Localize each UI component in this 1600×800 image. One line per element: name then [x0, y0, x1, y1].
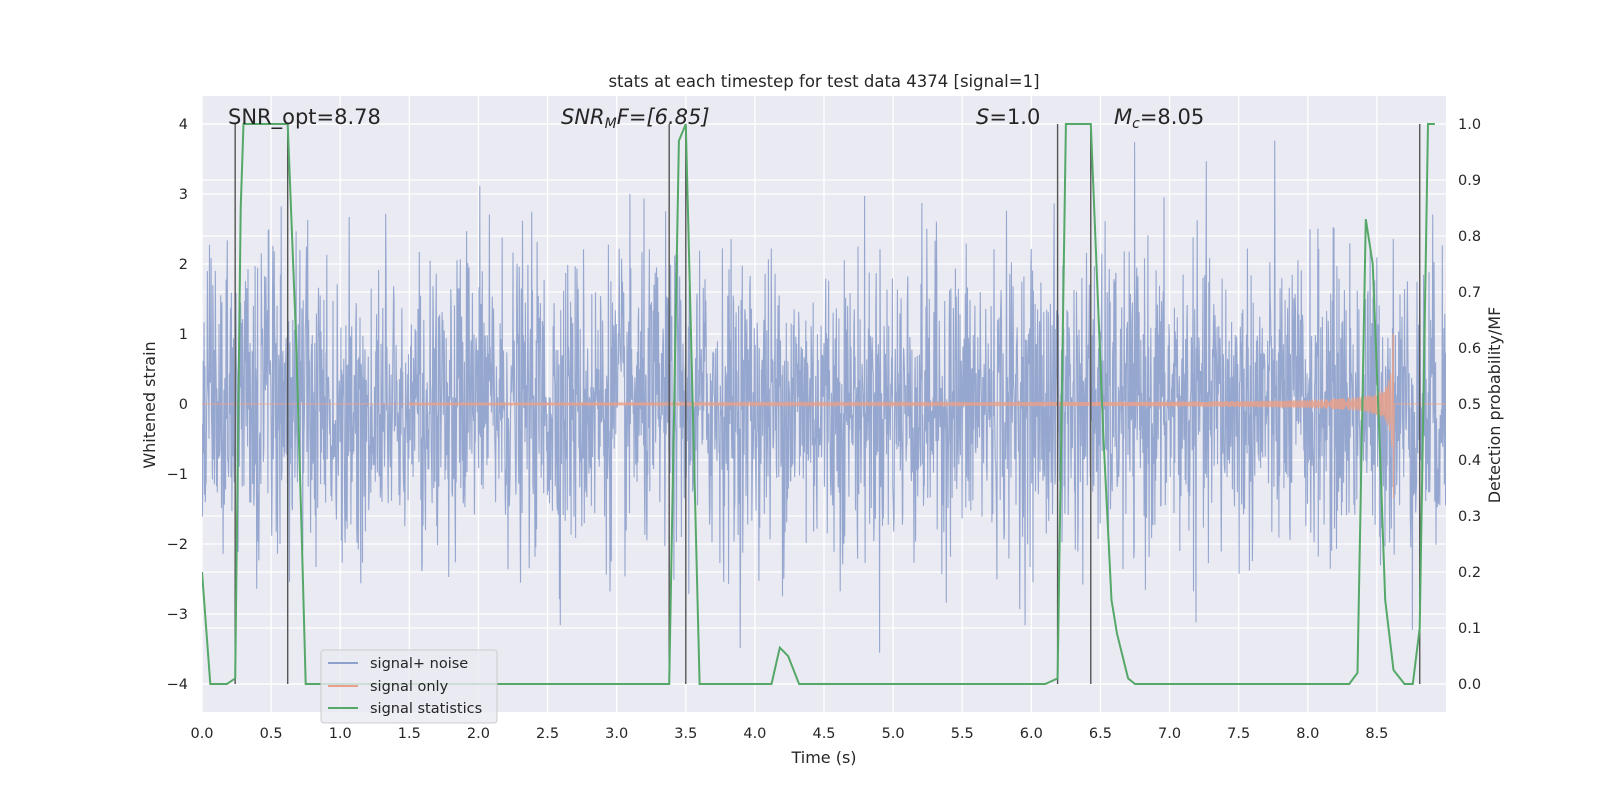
- y-right-tick-label-7: 0.3: [1458, 509, 1481, 525]
- legend-label-signal-statistics: signal statistics: [370, 701, 482, 717]
- y-left-tick-label-2: 2: [179, 257, 188, 273]
- y-left-axis-ticks: 4 3 2 1 0 −1 −2 −3 −4: [167, 117, 188, 693]
- legend-label-signal-only: signal only: [370, 679, 449, 695]
- annotation-snr-mf-base: SNR: [561, 105, 605, 129]
- x-tick-label-0: 0.0: [190, 726, 213, 742]
- x-tick-label-5: 2.5: [536, 726, 559, 742]
- x-tick-label-8: 4.0: [743, 726, 766, 742]
- y-left-tick-label-7: −3: [167, 607, 188, 623]
- y-right-tick-label-8: 0.2: [1458, 565, 1481, 581]
- annotation-s-var: S: [976, 105, 989, 129]
- x-tick-label-9: 4.5: [812, 726, 835, 742]
- annotation-s-rest: =1.0: [989, 105, 1040, 129]
- y-right-tick-label-3: 0.7: [1458, 285, 1481, 301]
- x-tick-label-17: 8.5: [1365, 726, 1388, 742]
- y-left-tick-label-8: −4: [167, 677, 188, 693]
- annotation-snr-mf-sub: M: [605, 116, 617, 132]
- x-tick-label-2: 1.0: [329, 726, 352, 742]
- legend-box: [320, 649, 498, 724]
- y-right-tick-label-10: 0.0: [1458, 677, 1481, 693]
- x-tick-label-12: 6.0: [1020, 726, 1043, 742]
- annotation-snr-mf-rest: F=[6.85]: [617, 105, 710, 129]
- y-left-tick-label-5: −1: [167, 467, 188, 483]
- vertical-lines: [234, 124, 1421, 684]
- chart-title: stats at each timestep for test data 437…: [608, 72, 1039, 91]
- x-tick-label-16: 8.0: [1296, 726, 1319, 742]
- legend-label-signal-noise: signal+ noise: [370, 656, 468, 672]
- annotation-mc-rest: =8.05: [1140, 105, 1204, 129]
- y-left-tick-label-3: 1: [179, 327, 188, 343]
- x-tick-label-7: 3.5: [674, 726, 697, 742]
- x-axis-label: Time (s): [790, 748, 856, 767]
- legend: signal+ noise signal only signal statist…: [320, 649, 498, 724]
- y-right-tick-label-6: 0.4: [1458, 453, 1481, 469]
- series-signal-noise: [202, 140, 1446, 653]
- x-tick-label-13: 6.5: [1089, 726, 1112, 742]
- x-tick-label-6: 3.0: [605, 726, 628, 742]
- y-right-tick-label-0: 1.0: [1458, 117, 1481, 133]
- x-tick-label-11: 5.5: [951, 726, 974, 742]
- series-signal-only: [202, 333, 1446, 499]
- x-tick-label-15: 7.5: [1227, 726, 1250, 742]
- y-right-tick-label-1: 0.9: [1458, 173, 1481, 189]
- annotation-mc-sub: c: [1132, 116, 1140, 132]
- x-tick-label-1: 0.5: [260, 726, 283, 742]
- y-left-axis-label: Whitened strain: [140, 341, 159, 468]
- y-right-tick-label-2: 0.8: [1458, 229, 1481, 245]
- x-tick-label-3: 1.5: [398, 726, 421, 742]
- x-tick-label-14: 7.0: [1158, 726, 1181, 742]
- signal-only-line: [202, 333, 1446, 499]
- annotation-mc-var: M: [1114, 105, 1132, 129]
- signal-noise-line: [202, 140, 1446, 653]
- x-tick-label-10: 5.0: [882, 726, 905, 742]
- annotation-mc: Mc=8.05: [1114, 105, 1204, 132]
- y-left-tick-label-4: 0: [179, 397, 188, 413]
- x-axis-ticks: 0.0 0.5 1.0 1.5 2.0 2.5 3.0 3.5 4.0 4.5 5.0 5.5 6.0 6…: [190, 726, 1388, 742]
- y-right-tick-label-4: 0.6: [1458, 341, 1481, 357]
- annotation-snr-opt: SNR_opt=8.78: [228, 105, 381, 130]
- y-right-tick-label-9: 0.1: [1458, 621, 1481, 637]
- y-left-tick-label-0: 4: [179, 117, 188, 133]
- annotation-s: S=1.0: [976, 105, 1040, 129]
- series-signal-statistics: [202, 123, 1435, 685]
- y-right-tick-label-5: 0.5: [1458, 397, 1481, 413]
- y-left-tick-label-1: 3: [179, 187, 188, 203]
- annotation-snr-mf: SNRMF=[6.85]: [561, 105, 710, 132]
- y-left-tick-label-6: −2: [167, 537, 188, 553]
- x-tick-label-4: 2.0: [467, 726, 490, 742]
- signal-statistics-line: [202, 123, 1435, 685]
- y-right-axis-label: Detection probability/MF: [1485, 307, 1504, 504]
- y-right-axis-ticks: 1.0 0.9 0.8 0.7 0.6 0.5 0.4 0.3 0.2 0.1 0.0: [1458, 117, 1481, 693]
